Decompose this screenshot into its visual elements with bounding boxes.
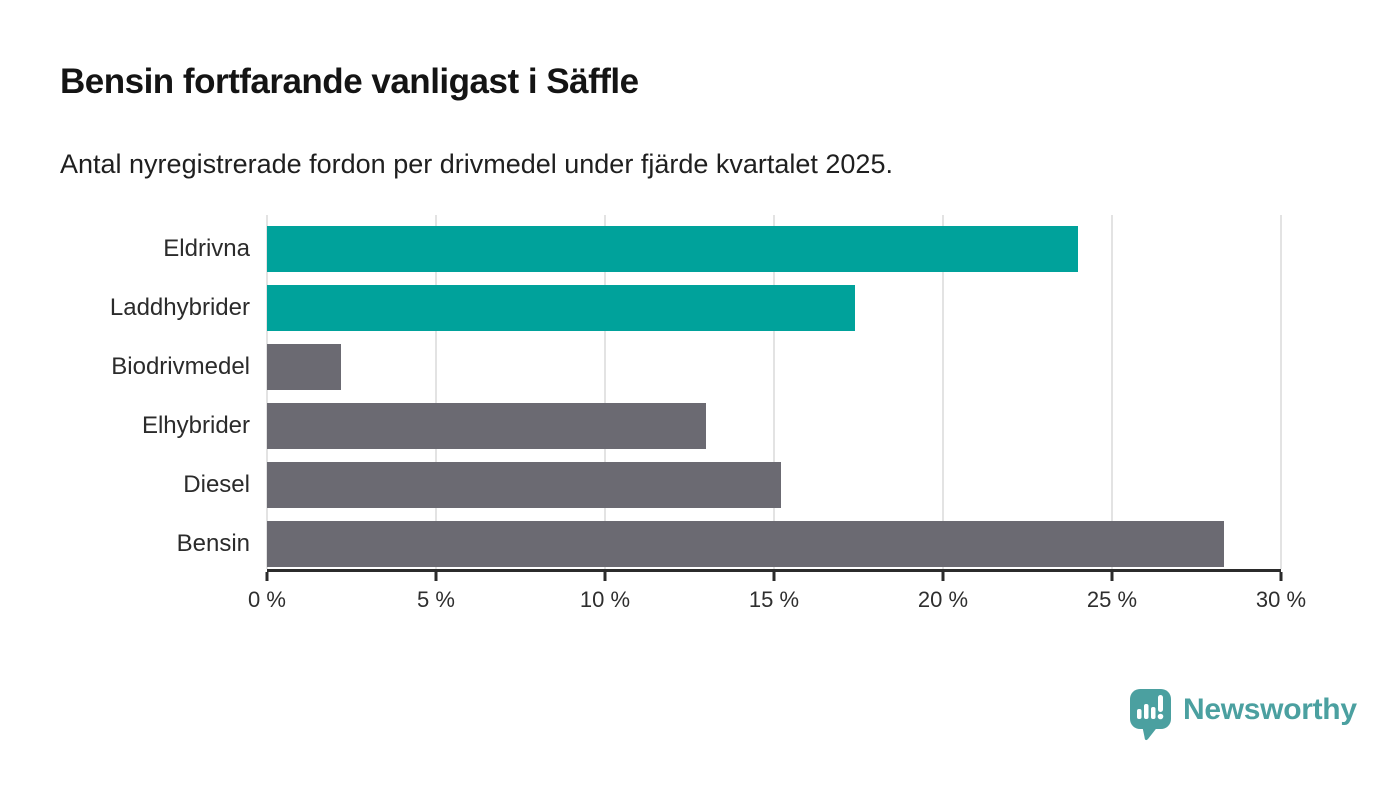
x-tick-label: 30 % — [1255, 587, 1307, 612]
gridline — [942, 215, 944, 569]
bar-laddhybrider — [267, 285, 856, 331]
category-label: Eldrivna — [163, 235, 250, 262]
newsworthy-speech-bubble-chart-icon — [1130, 689, 1171, 741]
gridline — [604, 215, 606, 569]
x-axis-tick — [1110, 572, 1114, 581]
plot-area: 0 % 5 % 10 % 15 % 20 % 25 % 30 % — [248, 215, 1306, 612]
x-tick-label: 25 % — [1086, 587, 1138, 612]
gridline — [773, 215, 775, 569]
newsworthy-logo-text: Newsworthy — [1183, 693, 1357, 726]
bar-bensin — [267, 521, 1224, 567]
category-label: Bensin — [176, 530, 250, 557]
bar-diesel — [267, 462, 781, 508]
bar-eldrivna — [267, 226, 1079, 272]
x-tick-label: 0 % — [248, 587, 286, 612]
category-label: Laddhybrider — [109, 294, 250, 321]
gridline — [435, 215, 437, 569]
x-axis-tick — [772, 572, 776, 581]
category-label: Diesel — [183, 471, 250, 498]
y-axis-category-labels: Eldrivna Laddhybrider Biodrivmedel Elhybrid… — [0, 215, 250, 569]
category-label: Elhybrider — [141, 412, 250, 439]
category-label: Biodrivmedel — [111, 353, 250, 380]
gridline — [266, 215, 268, 569]
bar-biodrivmedel — [267, 344, 342, 390]
x-axis-tick — [941, 572, 945, 581]
bar-elhybrider — [267, 403, 707, 449]
x-tick-label: 10 % — [579, 587, 631, 612]
x-axis-tick — [603, 572, 607, 581]
x-tick-label: 5 % — [417, 587, 455, 612]
newsworthy-logo: Newsworthy — [1129, 688, 1357, 744]
x-axis-tick — [434, 572, 438, 581]
gridline — [1280, 215, 1282, 569]
chart-subtitle: Antal nyregistrerade fordon per drivmede… — [60, 149, 893, 179]
chart-title: Bensin fortfarande vanligast i Säffle — [60, 62, 639, 101]
x-axis-tick — [265, 572, 269, 581]
x-tick-label: 20 % — [917, 587, 969, 612]
x-axis-tick — [1279, 572, 1283, 581]
gridline — [1111, 215, 1113, 569]
x-tick-label: 15 % — [748, 587, 800, 612]
